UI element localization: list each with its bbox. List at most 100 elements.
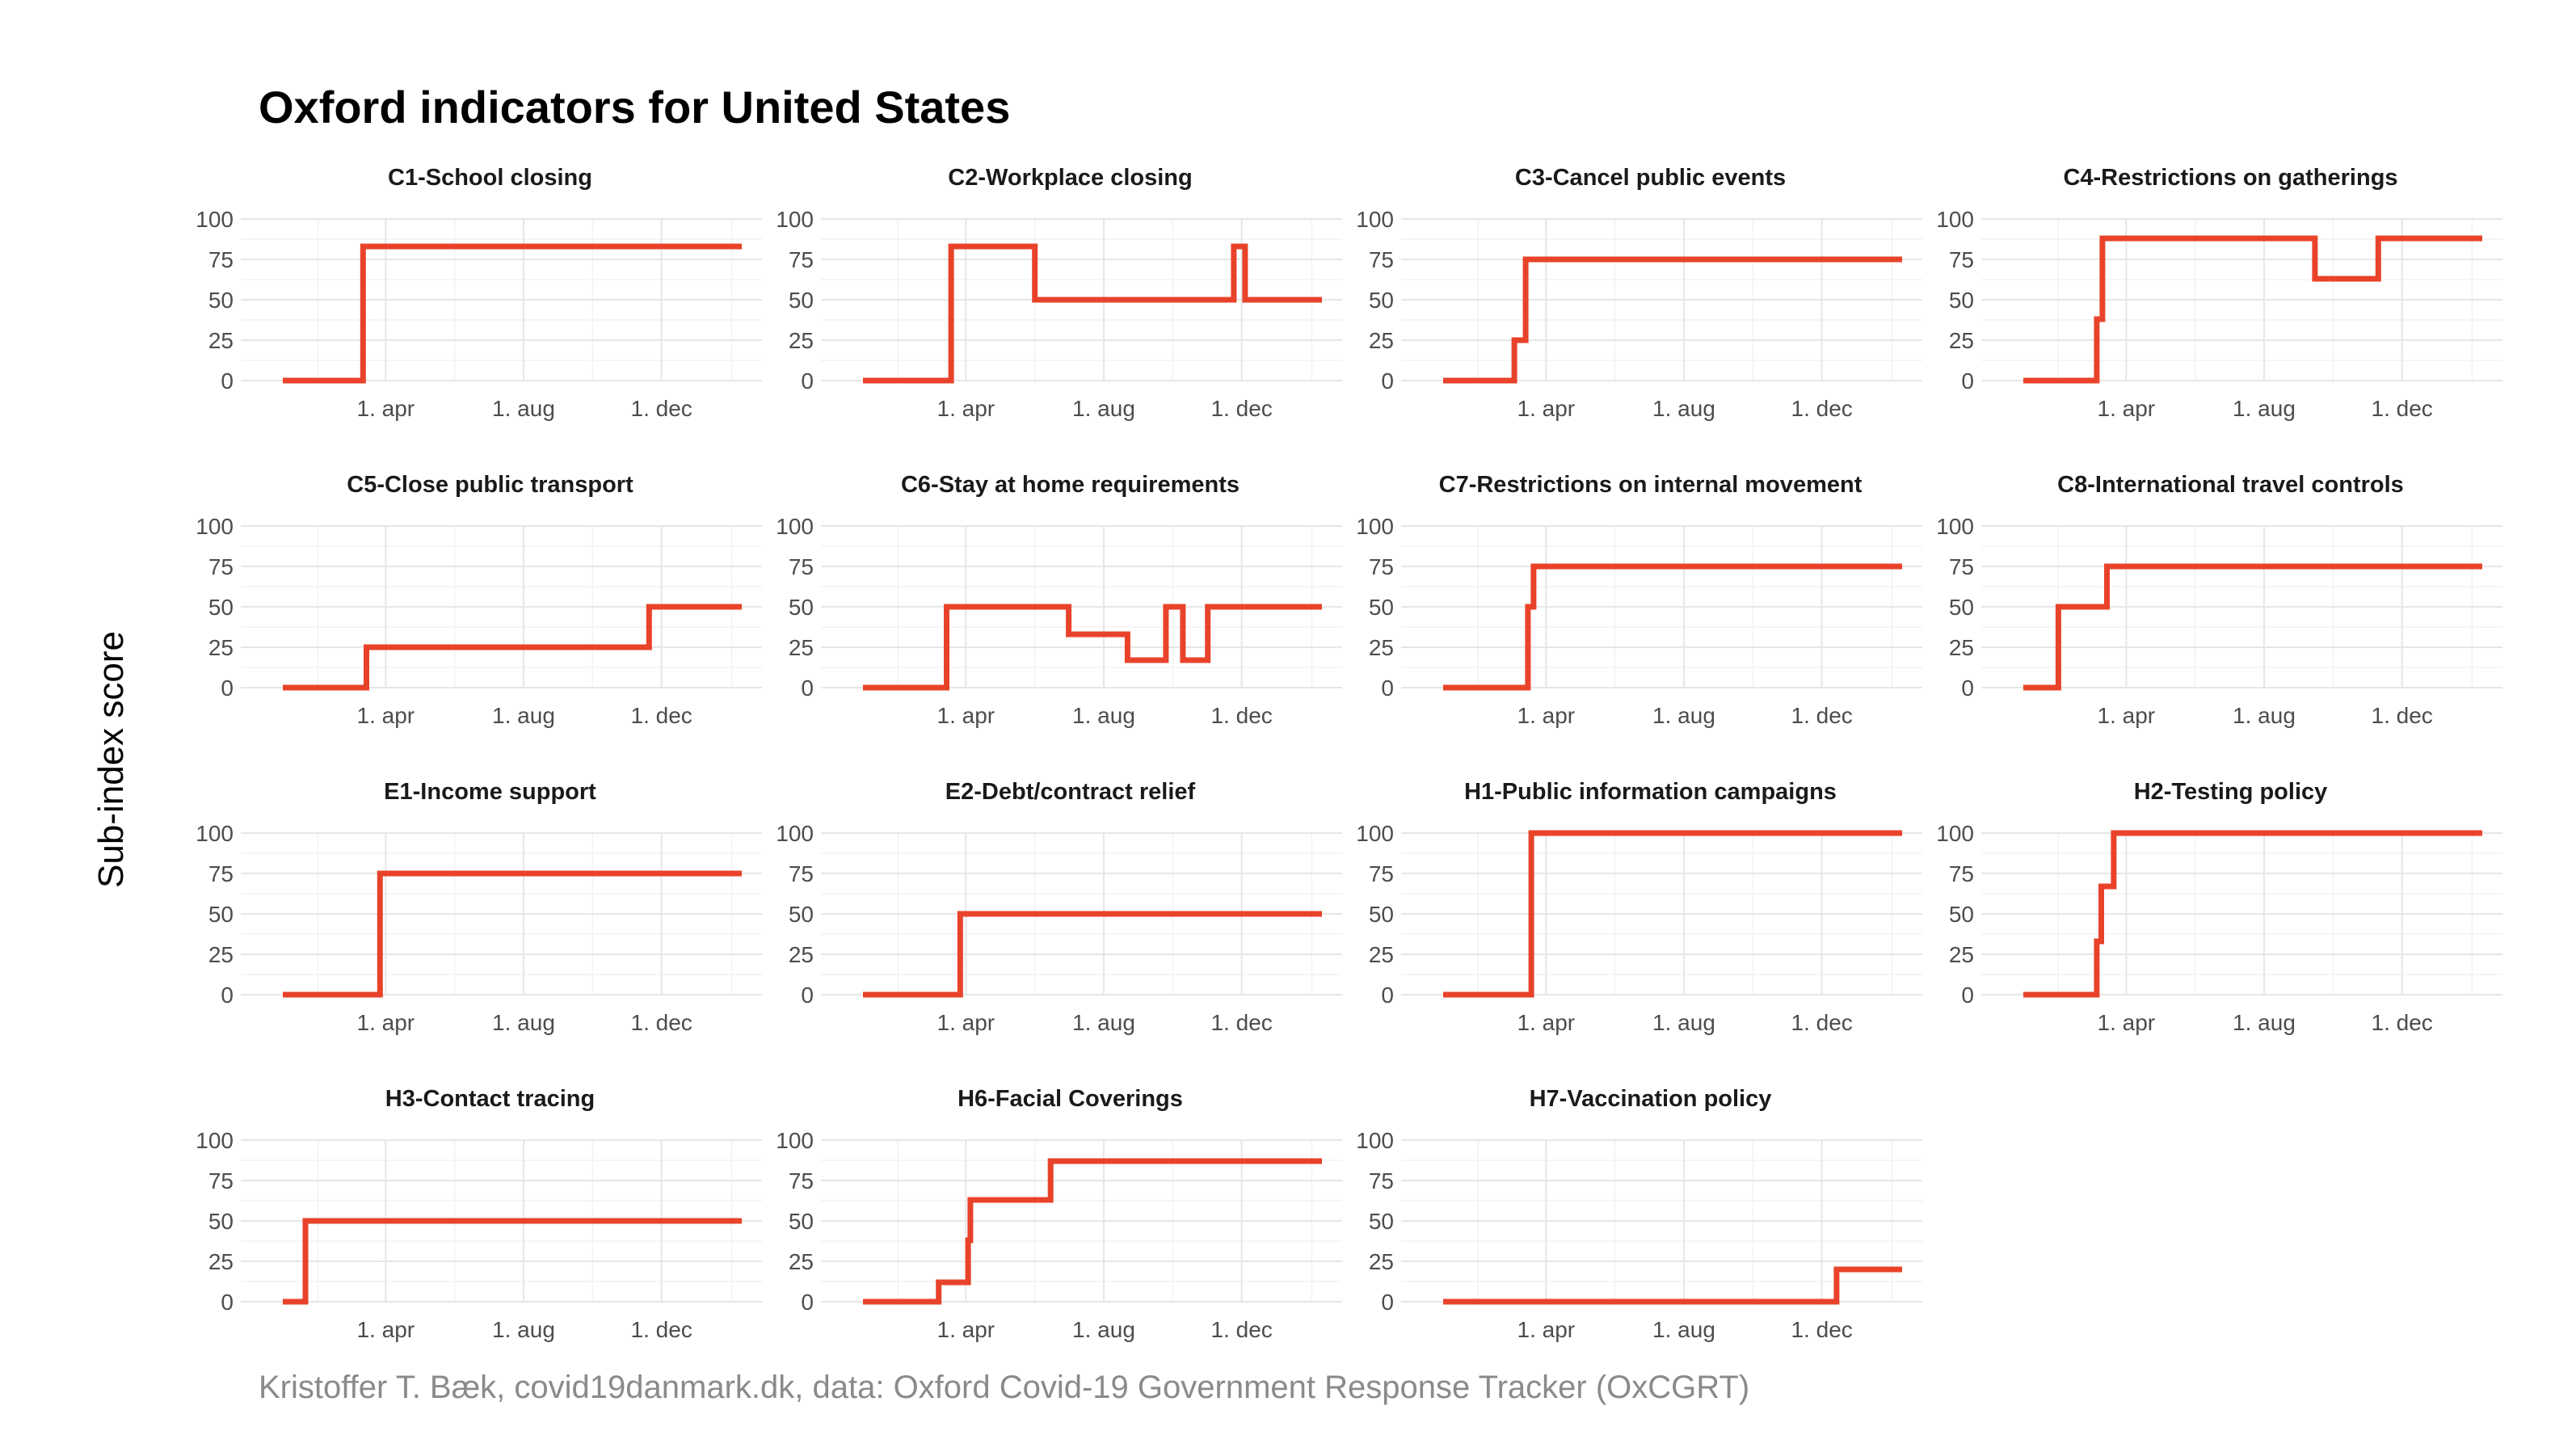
- panel-6-series-line: [863, 604, 1322, 691]
- panel-4-x-tick-label: 1. aug: [2233, 396, 2296, 421]
- panel-14-x-tick-label: 1. dec: [1211, 1317, 1273, 1342]
- panel-8-x-tick-label: 1. apr: [2098, 703, 2156, 728]
- panel-11-y-tick-label: 75: [1369, 861, 1394, 886]
- panel-3-y-tick-label: 50: [1369, 288, 1394, 313]
- panel-15-y-tick-label: 75: [1369, 1168, 1394, 1193]
- panel-1-y-tick-label: 75: [208, 247, 234, 272]
- panel-10-y-tick-label: 25: [789, 942, 814, 967]
- panel-4-title: C4-Restrictions on gatherings: [2063, 165, 2397, 191]
- panel-6-x-tick-label: 1. dec: [1211, 703, 1273, 728]
- panel-12-y-tick-label: 0: [1961, 983, 1974, 1008]
- panel-13-y-tick-label: 75: [208, 1168, 234, 1193]
- panel-8-y-tick-label: 50: [1949, 595, 1974, 620]
- panel-14-y-tick-label: 100: [776, 1128, 814, 1153]
- panel-1-y-tick-label: 25: [208, 328, 234, 353]
- panel-14-y-tick-label: 50: [789, 1209, 814, 1234]
- panel-14-y-tick-label: 0: [801, 1290, 814, 1315]
- panel-11-series-line: [1443, 830, 1902, 998]
- panel-2-x-tick-label: 1. dec: [1211, 396, 1273, 421]
- panel-6-y-tick-label: 50: [789, 595, 814, 620]
- panel-8-y-tick-label: 25: [1949, 635, 1974, 660]
- panel-2-series-line: [863, 243, 1322, 384]
- panel-14-x-tick-label: 1. apr: [937, 1317, 995, 1342]
- panel-1-x-tick-label: 1. apr: [357, 396, 415, 421]
- panel-3-series-line: [1443, 256, 1902, 384]
- panel-1-title: C1-School closing: [388, 165, 592, 191]
- panel-9-x-tick-label: 1. dec: [631, 1010, 692, 1035]
- panel-3-y-tick-label: 100: [1356, 207, 1394, 232]
- panel-7-series-line: [1443, 563, 1902, 691]
- panel-1-y-tick-label: 0: [221, 368, 234, 394]
- panel-5-y-tick-label: 100: [196, 514, 234, 539]
- panel-2-y-tick-label: 50: [789, 288, 814, 313]
- panel-5-y-tick-label: 25: [208, 635, 234, 660]
- panel-15-x-tick-label: 1. apr: [1517, 1317, 1576, 1342]
- panel-9-series-line: [283, 870, 742, 998]
- panel-11-y-tick-label: 0: [1381, 983, 1394, 1008]
- panel-2-title: C2-Workplace closing: [948, 165, 1192, 191]
- panel-3-y-tick-label: 25: [1369, 328, 1394, 353]
- chart-caption: Kristoffer T. Bæk, covid19danmark.dk, da…: [259, 1370, 1750, 1405]
- panel-6-title: C6-Stay at home requirements: [901, 472, 1240, 498]
- panel-10-x-tick-label: 1. apr: [937, 1010, 995, 1035]
- panel-2-x-tick-label: 1. aug: [1072, 396, 1135, 421]
- panel-11-x-tick-label: 1. aug: [1652, 1010, 1715, 1035]
- panel-4-x-tick-label: 1. dec: [2372, 396, 2433, 421]
- panel-4-y-tick-label: 100: [1936, 207, 1974, 232]
- panel-15-x-tick-label: 1. dec: [1791, 1317, 1853, 1342]
- panel-7-y-tick-label: 75: [1369, 554, 1394, 579]
- panel-15-y-tick-label: 100: [1356, 1128, 1394, 1153]
- panel-14-y-tick-label: 25: [789, 1249, 814, 1274]
- panel-10-x-tick-label: 1. aug: [1072, 1010, 1135, 1035]
- panel-12-y-tick-label: 75: [1949, 861, 1974, 886]
- panel-11-y-tick-label: 100: [1356, 821, 1394, 846]
- panel-13-x-tick-label: 1. dec: [631, 1317, 692, 1342]
- panel-14-x-tick-label: 1. aug: [1072, 1317, 1135, 1342]
- panel-10-y-tick-label: 0: [801, 983, 814, 1008]
- panel-15-y-tick-label: 0: [1381, 1290, 1394, 1315]
- panel-12-y-tick-label: 100: [1936, 821, 1974, 846]
- panel-1-y-tick-label: 100: [196, 207, 234, 232]
- panel-1-series-line: [283, 243, 742, 384]
- panel-15-x-tick-label: 1. aug: [1652, 1317, 1715, 1342]
- panel-15-series-line: [1443, 1266, 1902, 1305]
- panel-3-x-tick-label: 1. aug: [1652, 396, 1715, 421]
- panel-15-title: H7-Vaccination policy: [1530, 1086, 1772, 1112]
- panel-12-x-tick-label: 1. dec: [2372, 1010, 2433, 1035]
- panel-10-title: E2-Debt/contract relief: [945, 779, 1196, 805]
- panel-1-x-tick-label: 1. dec: [631, 396, 692, 421]
- chart-title: Oxford indicators for United States: [259, 82, 1011, 133]
- panel-12-x-tick-label: 1. apr: [2098, 1010, 2156, 1035]
- panel-8-x-tick-label: 1. aug: [2233, 703, 2296, 728]
- panel-6-y-tick-label: 0: [801, 676, 814, 701]
- panel-4-series-line: [2023, 235, 2482, 384]
- panel-8-series-line: [2023, 563, 2482, 691]
- panel-13-y-tick-label: 50: [208, 1209, 234, 1234]
- panel-7-y-tick-label: 0: [1381, 676, 1394, 701]
- panel-6-y-tick-label: 100: [776, 514, 814, 539]
- panel-9-y-tick-label: 50: [208, 902, 234, 927]
- panel-11-x-tick-label: 1. apr: [1517, 1010, 1576, 1035]
- panel-13-y-tick-label: 100: [196, 1128, 234, 1153]
- panel-14-series-line: [863, 1158, 1322, 1305]
- panel-10-y-tick-label: 50: [789, 902, 814, 927]
- panel-11-y-tick-label: 50: [1369, 902, 1394, 927]
- panel-1-y-tick-label: 50: [208, 288, 234, 313]
- panel-5-title: C5-Close public transport: [347, 472, 633, 498]
- panel-10-y-tick-label: 75: [789, 861, 814, 886]
- panel-7-y-tick-label: 100: [1356, 514, 1394, 539]
- panel-14-title: H6-Facial Coverings: [958, 1086, 1183, 1112]
- panel-9-title: E1-Income support: [384, 779, 596, 805]
- panel-13-y-tick-label: 25: [208, 1249, 234, 1274]
- panel-10-y-tick-label: 100: [776, 821, 814, 846]
- panel-5-x-tick-label: 1. apr: [357, 703, 415, 728]
- panel-12-series-line: [2023, 830, 2482, 998]
- panel-5-y-tick-label: 0: [221, 676, 234, 701]
- panel-9-y-tick-label: 75: [208, 861, 234, 886]
- panel-8-y-tick-label: 75: [1949, 554, 1974, 579]
- panel-4-y-tick-label: 75: [1949, 247, 1974, 272]
- panel-1-x-tick-label: 1. aug: [492, 396, 555, 421]
- panel-7-x-tick-label: 1. aug: [1652, 703, 1715, 728]
- panel-8-y-tick-label: 100: [1936, 514, 1974, 539]
